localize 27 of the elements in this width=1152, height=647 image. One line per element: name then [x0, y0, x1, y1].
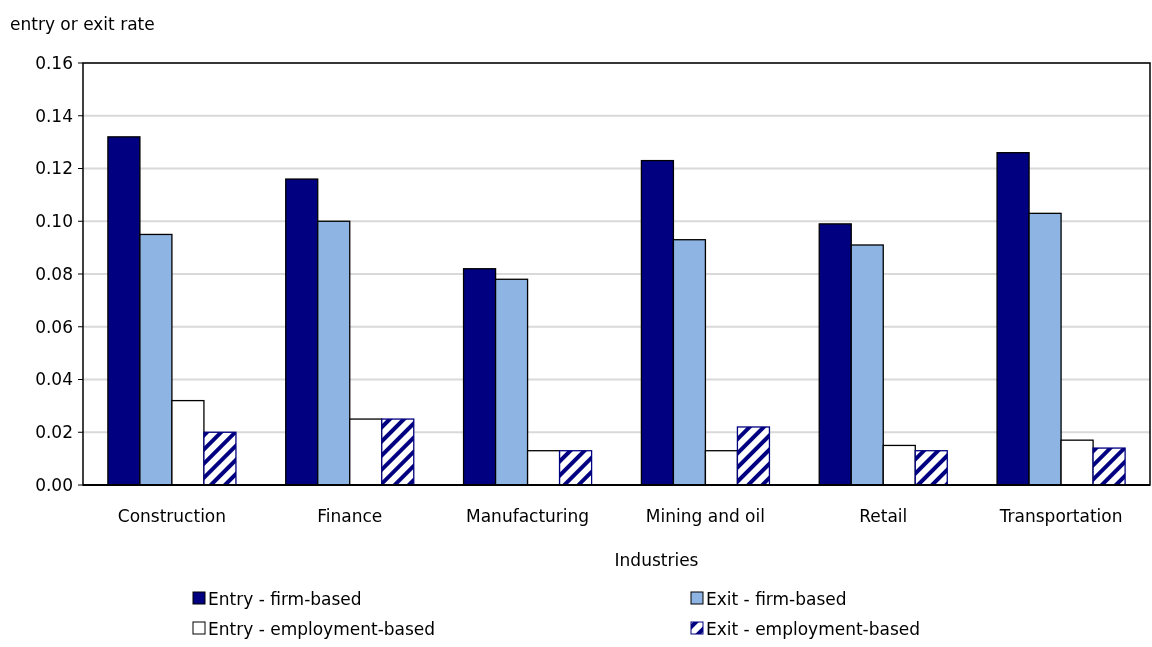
y-tick-label: 0.04 [35, 369, 73, 390]
y-tick-label: 0.14 [35, 105, 73, 126]
legend-label: Exit - employment-based [706, 619, 921, 639]
y-tick-label: 0.00 [35, 474, 73, 495]
bar [558, 450, 593, 486]
bar [736, 426, 771, 486]
bar [1092, 447, 1126, 486]
y-tick-label: 0.06 [35, 316, 73, 337]
legend-label: Exit - firm-based [706, 589, 847, 609]
y-tick-label: 0.08 [35, 263, 73, 284]
x-tick-label: Transportation [998, 506, 1123, 526]
legend-label: Entry - employment-based [208, 619, 436, 639]
x-tick-label: Construction [117, 506, 227, 526]
y-tick-label: 0.10 [35, 211, 73, 232]
x-tick-label: Mining and oil [645, 506, 765, 526]
x-tick-label: Retail [859, 506, 908, 526]
y-axis-title: entry or exit rate [10, 14, 155, 34]
bar [914, 450, 948, 486]
x-tick-label: Manufacturing [466, 506, 590, 526]
bar [381, 418, 415, 486]
x-tick-label: Finance [317, 506, 383, 526]
y-tick-label: 0.16 [35, 52, 73, 73]
legend-label: Entry - firm-based [208, 589, 362, 609]
x-axis-title: Industries [614, 550, 699, 570]
bar [203, 431, 237, 486]
y-tick-label: 0.02 [35, 422, 73, 443]
y-tick-label: 0.12 [35, 158, 73, 179]
